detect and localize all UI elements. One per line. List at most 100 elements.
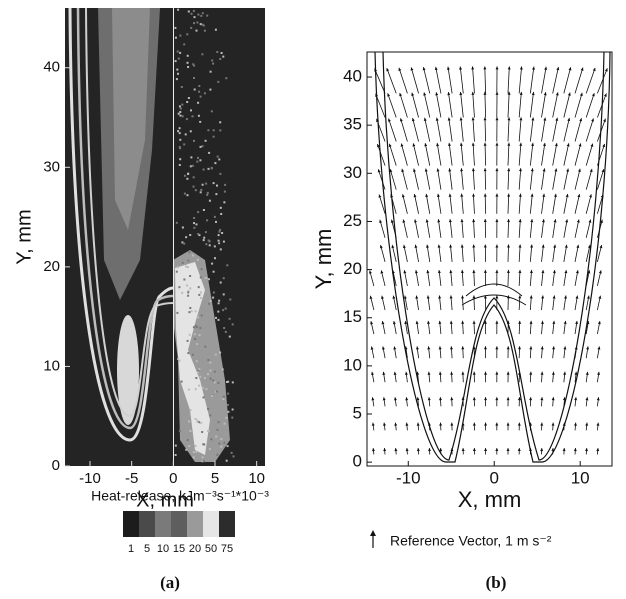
vector-arrow-head: [459, 91, 463, 96]
speckle-dot: [199, 159, 202, 162]
speckle-dot: [213, 381, 216, 384]
vector-arrow-head: [565, 219, 569, 223]
speckle-dot: [204, 345, 207, 348]
speckle-dot: [216, 184, 218, 187]
speckle-dot: [219, 248, 222, 251]
vector-arrow-head: [472, 422, 476, 426]
vector-arrow-head: [598, 295, 602, 299]
vector-arrow: [449, 168, 453, 190]
vector-arrow: [472, 91, 475, 118]
vector-arrow-head: [391, 270, 395, 274]
vector-arrow-head: [506, 371, 510, 375]
vector-arrow-head: [450, 397, 454, 401]
speckle-dot: [229, 298, 232, 301]
speckle-dot: [223, 422, 226, 425]
speckle-dot: [217, 318, 220, 321]
vector-arrow: [472, 193, 475, 214]
speckle-dot: [183, 174, 186, 177]
vector-arrow-head: [567, 92, 571, 96]
speckle-dot: [179, 147, 182, 150]
vector-arrow-head: [427, 397, 431, 401]
speckle-dot: [206, 219, 209, 222]
vector-arrow: [437, 219, 442, 238]
vector-arrow: [585, 219, 591, 238]
vector-arrow: [435, 66, 442, 94]
vector-arrow: [484, 142, 487, 166]
reaction-zone-bright: [175, 262, 210, 455]
speckle-dot: [188, 420, 190, 423]
vector-arrow-head: [562, 422, 566, 426]
vector-arrow-head: [530, 168, 534, 172]
speckle-dot: [209, 361, 212, 364]
vector-arrow-head: [436, 193, 440, 197]
speckle-dot: [177, 8, 180, 11]
speckle-dot: [186, 61, 189, 64]
speckle-dot: [214, 353, 217, 356]
vector-arrow: [507, 142, 510, 166]
speckle-dot: [178, 132, 181, 135]
vector-arrow-head: [448, 193, 452, 197]
vector-arrow-head: [577, 168, 581, 172]
vector-arrow: [398, 67, 408, 94]
speckle-dot: [198, 384, 201, 387]
speckle-dot: [189, 275, 192, 277]
vector-arrow-head: [531, 142, 535, 146]
speckle-dot: [186, 33, 189, 36]
speckle-dot: [177, 130, 180, 133]
vector-arrow-head: [413, 193, 417, 198]
vector-arrow: [574, 92, 583, 118]
speckle-dot: [179, 114, 182, 117]
vector-arrow-head: [573, 448, 577, 452]
vector-arrow-head: [372, 448, 375, 452]
speckle-dot: [225, 459, 228, 462]
speckle-dot: [200, 188, 203, 191]
vector-arrow-head: [484, 422, 488, 426]
vector-arrow-head: [591, 118, 595, 122]
speckle-dot: [222, 240, 225, 243]
speckle-dot: [199, 23, 202, 26]
speckle-dot: [209, 70, 212, 73]
vector-arrow: [449, 193, 453, 214]
vector-arrow: [447, 91, 453, 118]
vector-arrow-head: [379, 245, 383, 249]
vector-arrow-head: [450, 448, 454, 452]
speckle-dot: [199, 326, 202, 329]
vector-arrow-head: [379, 219, 383, 224]
speckle-dot: [197, 371, 200, 374]
vector-arrow-head: [592, 67, 596, 72]
y-tick-label: 30: [43, 158, 60, 175]
speckle-dot: [190, 310, 193, 313]
vector-arrow-head: [472, 320, 476, 324]
speckle-dot: [220, 213, 223, 215]
speckle-dot: [209, 299, 212, 302]
vector-arrow-head: [554, 143, 558, 147]
vector-arrow-head: [596, 397, 600, 401]
vector-arrow: [585, 143, 594, 166]
speckle-dot: [187, 259, 190, 262]
speckle-dot: [190, 26, 193, 29]
vector-arrow-head: [404, 320, 408, 325]
speckle-dot: [176, 311, 179, 314]
vector-arrow-head: [448, 168, 452, 172]
vector-arrow-head: [600, 194, 604, 198]
vector-arrow-head: [552, 320, 556, 325]
speckle-dot: [196, 343, 199, 346]
speckle-dot: [202, 209, 205, 211]
speckle-dot: [197, 156, 199, 159]
speckle-dot: [189, 307, 192, 309]
vector-arrow-head: [391, 244, 395, 249]
vector-arrow-head: [495, 219, 499, 223]
vector-arrow-head: [517, 422, 521, 426]
vector-arrow-head: [519, 142, 523, 146]
vector-arrow: [413, 168, 419, 190]
y-tick-label: 30: [343, 163, 362, 182]
vector-arrow-head: [412, 143, 416, 147]
speckle-dot: [198, 90, 201, 93]
vector-arrow-head: [518, 219, 522, 223]
vector-arrow-head: [590, 143, 594, 147]
y-tick-label: 40: [343, 67, 362, 86]
vector-arrow-head: [576, 244, 580, 249]
speckle-dot: [207, 407, 210, 410]
vector-arrow-head: [597, 346, 601, 350]
vector-arrow-head: [390, 194, 394, 198]
